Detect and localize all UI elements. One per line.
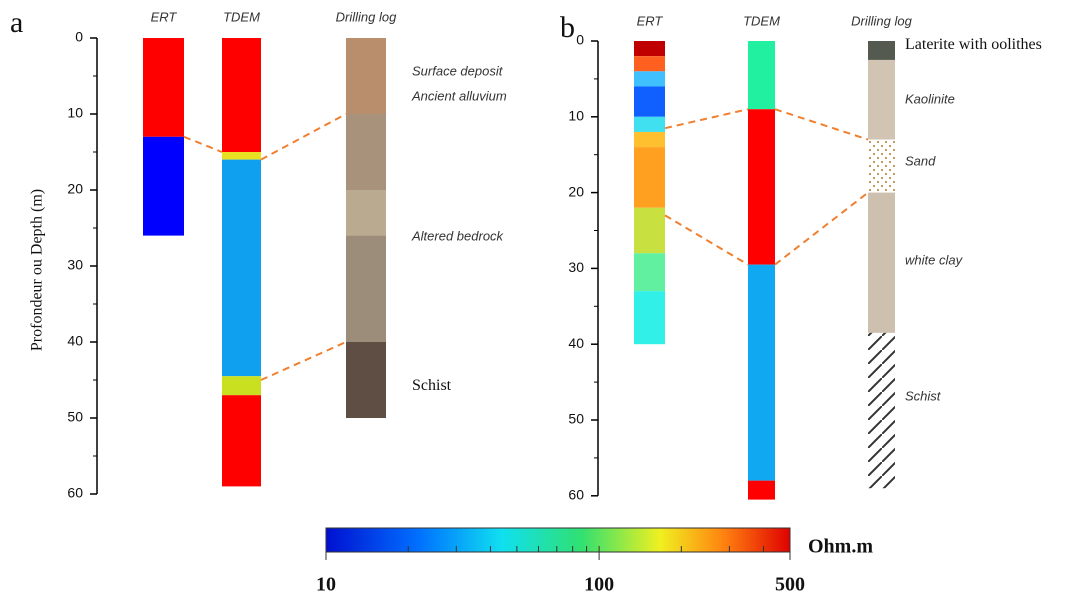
y-tick-label: 0	[75, 29, 83, 45]
resistivity-segment	[222, 159, 261, 377]
correlation-line	[774, 191, 869, 266]
log-layer	[868, 59, 895, 140]
log-label: Kaolinite	[905, 92, 955, 107]
y-tick-label: 50	[67, 409, 83, 425]
panel-label: a	[10, 6, 23, 39]
resistivity-segment	[748, 264, 775, 481]
y-tick-label: 50	[568, 411, 584, 427]
resistivity-segment	[634, 56, 665, 72]
resistivity-segment	[222, 38, 261, 152]
y-tick-label: 0	[576, 32, 584, 48]
column-title: TDEM	[223, 9, 260, 24]
correlation-line	[664, 108, 749, 130]
panel-label: b	[560, 11, 575, 44]
y-tick-label: 30	[568, 259, 584, 275]
log-label: Schist	[905, 389, 942, 404]
resistivity-segment	[634, 131, 665, 148]
correlation-line	[260, 341, 347, 381]
resistivity-segment	[634, 86, 665, 117]
y-tick-label: 60	[568, 487, 584, 503]
log-label: Altered bedrock	[411, 229, 505, 244]
log-layer	[346, 342, 386, 418]
y-tick-label: 60	[67, 485, 83, 501]
resistivity-segment	[143, 38, 184, 137]
colorbar-unit: Ohm.m	[808, 536, 873, 558]
resistivity-segment	[634, 147, 665, 208]
log-label: white clay	[905, 252, 964, 267]
log-layer	[868, 41, 895, 60]
log-label: Laterite with oolithes	[905, 36, 1042, 53]
column-title: ERT	[151, 9, 178, 24]
resistivity-segment	[222, 376, 261, 396]
resistivity-segment	[634, 116, 665, 132]
resistivity-segment	[748, 480, 775, 500]
column-title: Drilling log	[851, 13, 912, 28]
log-layer	[346, 38, 386, 114]
y-tick-label: 40	[568, 335, 584, 351]
colorbar-tick-label: 500	[775, 574, 805, 596]
resistivity-segment	[143, 136, 184, 236]
colorbar	[325, 527, 791, 553]
correlation-line	[774, 108, 869, 141]
column-title: TDEM	[743, 13, 780, 28]
resistivity-segment	[634, 41, 665, 57]
y-tick-label: 10	[67, 105, 83, 121]
log-label: Sand	[905, 154, 936, 169]
log-layer	[868, 192, 895, 333]
y-tick-label: 30	[67, 257, 83, 273]
resistivity-segment	[748, 109, 775, 265]
resistivity-segment	[222, 152, 261, 160]
resistivity-segment	[634, 291, 665, 345]
resistivity-segment	[748, 41, 775, 110]
log-label: Surface deposit	[412, 64, 504, 79]
log-layer	[346, 190, 386, 236]
column-title: Drilling log	[336, 9, 397, 24]
correlation-line	[260, 113, 347, 161]
log-layer	[868, 332, 895, 489]
y-tick-label: 40	[67, 333, 83, 349]
log-layer	[346, 114, 386, 190]
resistivity-segment	[634, 253, 665, 292]
log-layer	[868, 139, 895, 193]
y-axis-title: Profondeur ou Depth (m)	[29, 189, 46, 351]
colorbar-tick-label: 100	[584, 574, 614, 596]
column-title: ERT	[637, 13, 664, 28]
log-layer	[346, 235, 386, 342]
y-tick-label: 10	[568, 108, 584, 124]
correlation-line	[183, 135, 223, 153]
log-label: Ancient alluvium	[411, 89, 507, 104]
resistivity-segment	[634, 207, 665, 254]
y-tick-label: 20	[568, 183, 584, 199]
log-label: Schist	[412, 377, 452, 394]
colorbar-tick-label: 10	[316, 574, 336, 596]
resistivity-segment	[634, 71, 665, 87]
correlation-line	[664, 214, 749, 266]
y-tick-label: 20	[67, 181, 83, 197]
resistivity-segment	[222, 395, 261, 487]
